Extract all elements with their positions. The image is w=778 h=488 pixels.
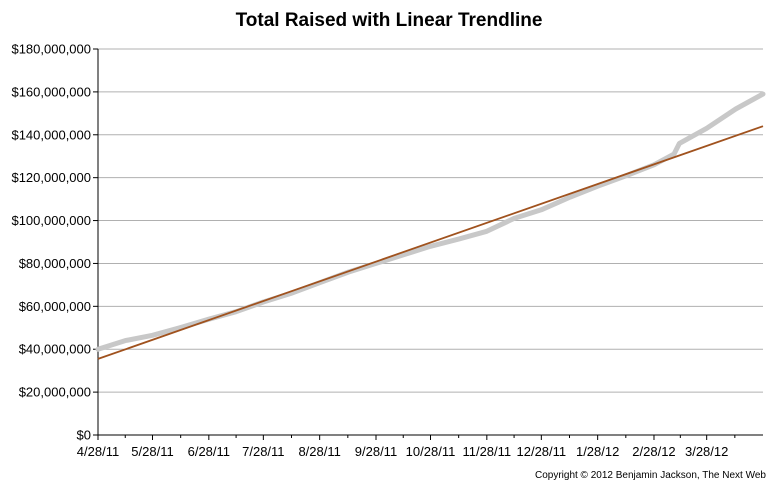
total-raised-line — [95, 91, 766, 352]
y-axis-ticks: $0 $20,000,000 $40,000,000 $60,000,000 $80,0… — [11, 42, 98, 443]
x-tick-label: 6/28/11 — [188, 444, 230, 459]
y-tick-label: $140,000,000 — [11, 127, 91, 142]
x-tick-label: 7/28/11 — [242, 444, 284, 459]
x-tick-label: 8/28/11 — [298, 444, 340, 459]
x-tick-label: 2/28/12 — [632, 444, 675, 459]
grid-lines — [98, 48, 763, 393]
copyright-note: Copyright © 2012 Benjamin Jackson, The N… — [534, 470, 766, 481]
y-tick-label: $160,000,000 — [11, 84, 91, 99]
x-axis-ticks: 4/28/11 5/28/11 6/28/11 7/28/11 8/28/11 9/28/… — [77, 435, 736, 459]
x-tick-label: 12/28/11 — [517, 444, 567, 459]
series-layer — [95, 91, 766, 360]
x-tick-label: 9/28/11 — [355, 444, 397, 459]
x-tick-label: 3/28/12 — [685, 444, 728, 459]
y-tick-label: $180,000,000 — [11, 42, 91, 57]
axes — [97, 49, 763, 436]
x-tick-label: 11/28/11 — [462, 444, 511, 459]
x-tick-label: 5/28/11 — [131, 444, 173, 459]
x-tick-label: 10/28/11 — [406, 444, 456, 459]
y-tick-label: $120,000,000 — [11, 170, 91, 185]
y-tick-label: $60,000,000 — [19, 299, 91, 314]
chart-title: Total Raised with Linear Trendline — [235, 10, 543, 31]
y-tick-label: $20,000,000 — [19, 385, 91, 400]
y-tick-label: $0 — [77, 428, 91, 443]
y-tick-label: $40,000,000 — [19, 342, 91, 357]
linear-trendline — [97, 125, 764, 360]
y-tick-label: $80,000,000 — [19, 256, 91, 271]
x-tick-label: 1/28/12 — [576, 444, 619, 459]
y-tick-label: $100,000,000 — [11, 213, 91, 228]
x-tick-label: 4/28/11 — [77, 444, 119, 459]
